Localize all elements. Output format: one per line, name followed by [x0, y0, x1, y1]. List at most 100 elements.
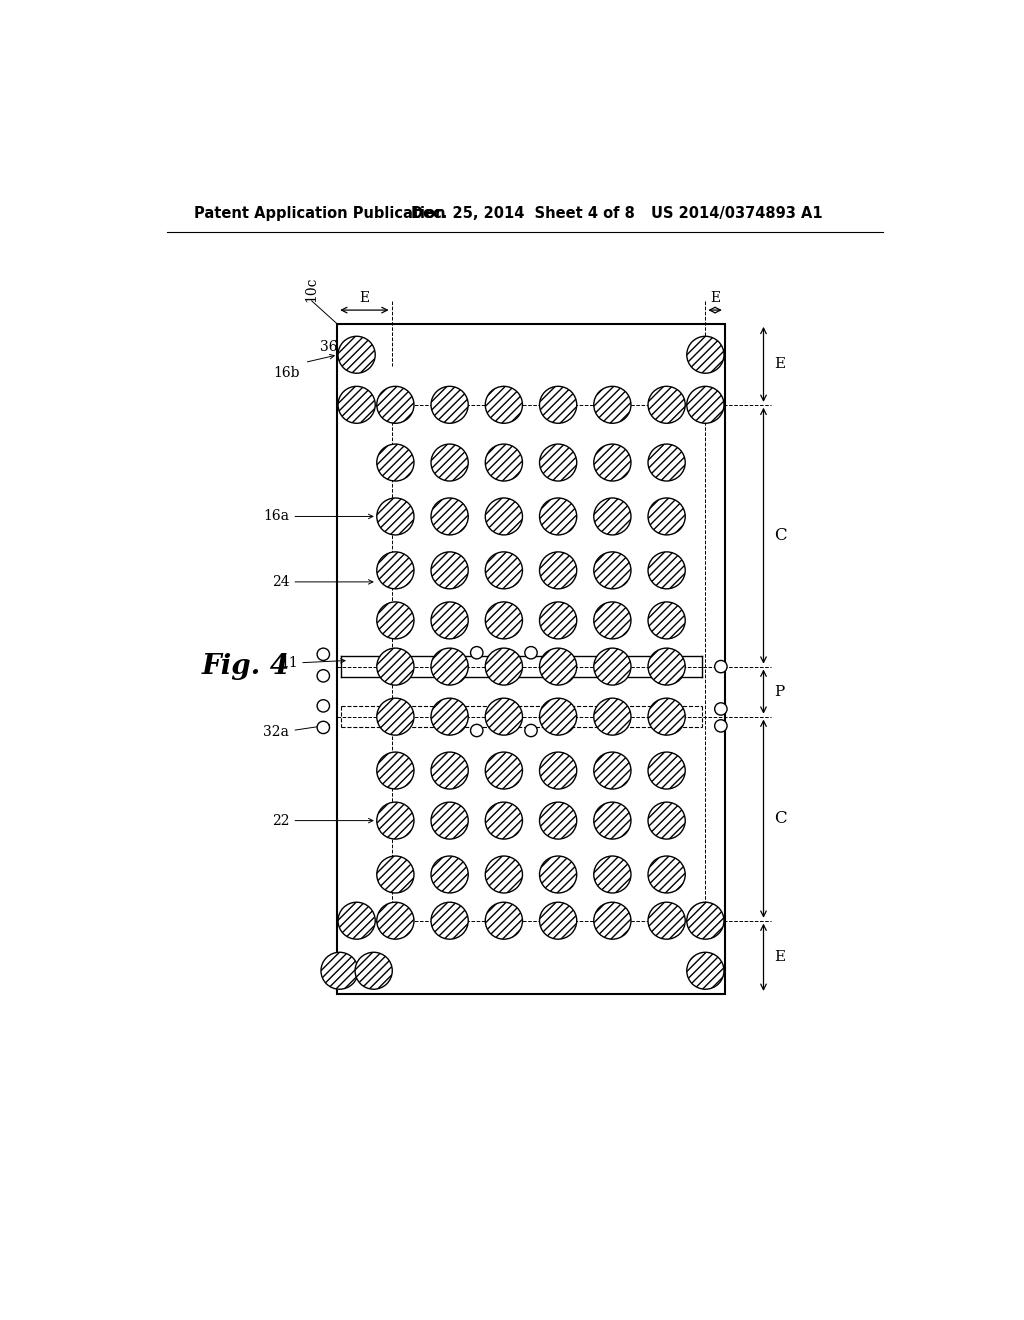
- Circle shape: [321, 952, 358, 989]
- Circle shape: [471, 647, 483, 659]
- Text: 16a: 16a: [263, 510, 289, 524]
- Circle shape: [485, 752, 522, 789]
- Text: 32a: 32a: [263, 725, 289, 739]
- Circle shape: [524, 725, 538, 737]
- Circle shape: [715, 719, 727, 733]
- Circle shape: [540, 498, 577, 535]
- Text: C: C: [774, 527, 787, 544]
- Circle shape: [485, 803, 522, 840]
- Circle shape: [431, 803, 468, 840]
- Bar: [337, 323, 725, 994]
- Circle shape: [377, 387, 414, 424]
- Circle shape: [377, 444, 414, 480]
- Circle shape: [648, 648, 685, 685]
- Text: E: E: [710, 290, 720, 305]
- Circle shape: [485, 602, 522, 639]
- Circle shape: [648, 552, 685, 589]
- Circle shape: [594, 903, 631, 940]
- Circle shape: [594, 803, 631, 840]
- Circle shape: [594, 698, 631, 735]
- Circle shape: [594, 552, 631, 589]
- Circle shape: [594, 387, 631, 424]
- Circle shape: [338, 903, 375, 940]
- Text: 24: 24: [271, 576, 289, 589]
- Text: 22: 22: [271, 813, 289, 828]
- Circle shape: [431, 855, 468, 892]
- Circle shape: [431, 444, 468, 480]
- Circle shape: [687, 337, 724, 374]
- Circle shape: [377, 698, 414, 735]
- Circle shape: [377, 903, 414, 940]
- Circle shape: [377, 752, 414, 789]
- Circle shape: [377, 855, 414, 892]
- Circle shape: [594, 498, 631, 535]
- Text: 11: 11: [281, 656, 299, 669]
- Circle shape: [648, 498, 685, 535]
- Circle shape: [594, 855, 631, 892]
- Circle shape: [485, 855, 522, 892]
- Circle shape: [431, 602, 468, 639]
- Circle shape: [524, 647, 538, 659]
- Circle shape: [485, 648, 522, 685]
- Circle shape: [648, 855, 685, 892]
- Circle shape: [715, 702, 727, 715]
- Circle shape: [648, 698, 685, 735]
- Circle shape: [377, 552, 414, 589]
- Circle shape: [540, 855, 577, 892]
- Circle shape: [648, 803, 685, 840]
- Circle shape: [317, 669, 330, 682]
- Text: 10c: 10c: [305, 277, 318, 302]
- Circle shape: [338, 387, 375, 424]
- Circle shape: [431, 498, 468, 535]
- Circle shape: [540, 602, 577, 639]
- Circle shape: [355, 952, 392, 989]
- Text: Patent Application Publication: Patent Application Publication: [194, 206, 445, 222]
- Text: Fig. 4: Fig. 4: [202, 653, 290, 680]
- Circle shape: [377, 648, 414, 685]
- Circle shape: [317, 648, 330, 660]
- Circle shape: [431, 903, 468, 940]
- Circle shape: [540, 444, 577, 480]
- Text: US 2014/0374893 A1: US 2014/0374893 A1: [651, 206, 822, 222]
- Circle shape: [540, 752, 577, 789]
- Circle shape: [431, 698, 468, 735]
- Circle shape: [540, 387, 577, 424]
- Circle shape: [594, 752, 631, 789]
- Circle shape: [377, 498, 414, 535]
- Circle shape: [540, 552, 577, 589]
- Circle shape: [648, 752, 685, 789]
- Circle shape: [687, 903, 724, 940]
- Circle shape: [431, 552, 468, 589]
- Circle shape: [594, 444, 631, 480]
- Circle shape: [471, 725, 483, 737]
- Circle shape: [540, 648, 577, 685]
- Circle shape: [540, 903, 577, 940]
- Text: 16b: 16b: [273, 367, 300, 380]
- Circle shape: [648, 602, 685, 639]
- Text: E: E: [359, 290, 370, 305]
- Circle shape: [485, 552, 522, 589]
- Circle shape: [687, 952, 724, 989]
- Circle shape: [485, 387, 522, 424]
- Circle shape: [485, 444, 522, 480]
- Text: E: E: [774, 358, 785, 371]
- Circle shape: [540, 803, 577, 840]
- Circle shape: [687, 387, 724, 424]
- Circle shape: [485, 903, 522, 940]
- Circle shape: [648, 903, 685, 940]
- Circle shape: [317, 721, 330, 734]
- Circle shape: [338, 337, 375, 374]
- Circle shape: [317, 700, 330, 711]
- Circle shape: [540, 698, 577, 735]
- Circle shape: [485, 498, 522, 535]
- Circle shape: [377, 602, 414, 639]
- Text: Dec. 25, 2014  Sheet 4 of 8: Dec. 25, 2014 Sheet 4 of 8: [411, 206, 635, 222]
- Text: P: P: [774, 685, 784, 698]
- Circle shape: [431, 648, 468, 685]
- Circle shape: [648, 444, 685, 480]
- Circle shape: [715, 660, 727, 673]
- Circle shape: [431, 752, 468, 789]
- Text: C: C: [774, 810, 787, 828]
- Text: E: E: [774, 950, 785, 965]
- Circle shape: [485, 698, 522, 735]
